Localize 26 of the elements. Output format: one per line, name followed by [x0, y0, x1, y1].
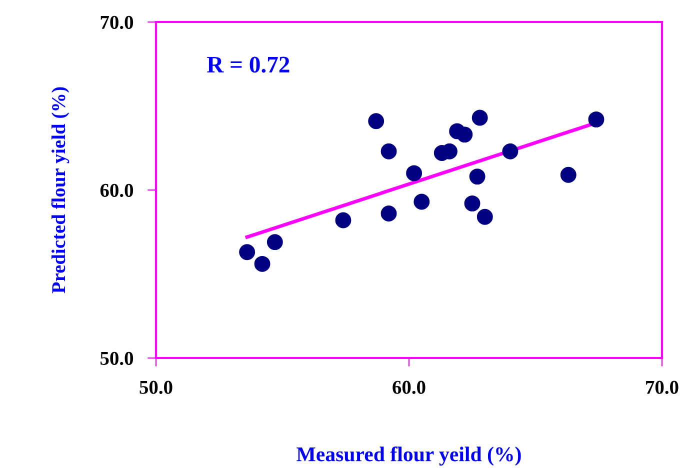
point	[380, 206, 397, 222]
y-tick-label: 70.0	[100, 16, 134, 30]
x-tick-label: 50.0	[140, 380, 172, 394]
point	[456, 126, 473, 143]
x-tick-label: 70.0	[646, 380, 678, 394]
point	[502, 143, 518, 160]
annotation: R = 0.72	[207, 56, 290, 73]
point	[368, 113, 384, 130]
point	[266, 234, 283, 250]
point	[469, 168, 486, 185]
point	[476, 208, 493, 225]
y-tick-label: 60.0	[100, 184, 134, 198]
point	[380, 143, 397, 160]
point	[335, 212, 352, 228]
point	[560, 166, 576, 183]
point	[588, 111, 604, 128]
x-axis-title: Measured flour yeild (%)	[296, 446, 521, 466]
y-tick-label: 50.0	[100, 352, 134, 366]
point	[239, 244, 256, 260]
point	[464, 195, 480, 212]
point	[254, 256, 270, 272]
point	[414, 194, 430, 210]
point	[472, 110, 488, 126]
point	[406, 165, 422, 182]
x-tick-label: 60.0	[392, 380, 426, 394]
y-axis-title: Predicted flour yield (%)	[51, 87, 70, 294]
